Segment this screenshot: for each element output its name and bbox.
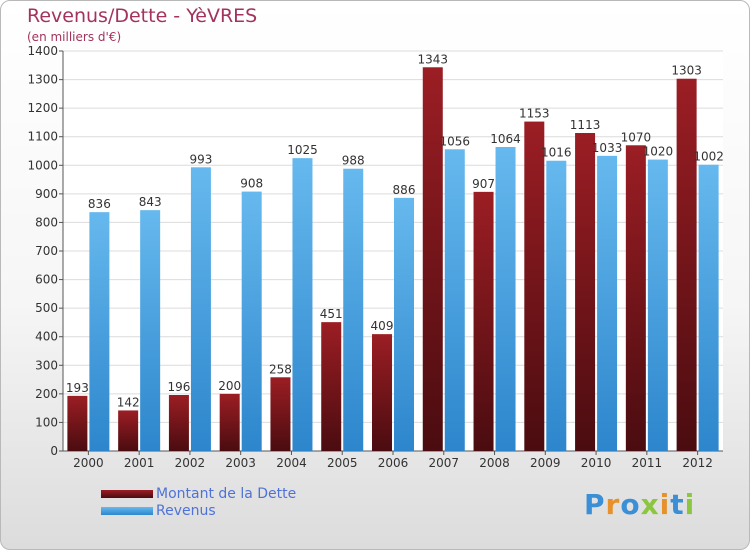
bar-revenus: [444, 149, 465, 452]
proxiti-logo: Proxiti: [584, 488, 696, 521]
chart-title: Revenus/Dette - YèVRES: [27, 5, 258, 27]
data-label-dette: 1303: [671, 64, 702, 78]
data-label-revenus: 1064: [490, 132, 521, 146]
data-label-dette: 907: [472, 177, 495, 191]
bar-dette: [372, 334, 392, 451]
x-tick-label: 2010: [581, 456, 612, 470]
data-label-revenus: 1033: [592, 141, 623, 155]
bar-dette: [676, 78, 697, 451]
bar-revenus: [343, 168, 364, 451]
data-label-dette: 451: [320, 307, 343, 321]
bar-revenus: [647, 159, 668, 452]
legend-swatch-dette: [101, 490, 153, 498]
legend-label-dette: Montant de la Dette: [156, 486, 297, 502]
bar-revenus: [495, 147, 516, 451]
x-tick-label: 2005: [327, 456, 358, 470]
data-label-revenus: 1002: [693, 150, 724, 164]
x-tick-label: 2008: [479, 456, 510, 470]
x-tick-label: 2007: [428, 456, 459, 470]
data-label-revenus: 886: [393, 183, 416, 197]
bar-dette: [524, 121, 545, 452]
data-label-revenus: 1016: [541, 146, 572, 160]
y-tick-label: 600: [35, 273, 58, 287]
bar-revenus: [190, 167, 211, 452]
x-tick-label: 2002: [175, 456, 206, 470]
y-tick-label: 1400: [27, 44, 58, 58]
y-tick-label: 100: [35, 415, 58, 429]
bar-revenus: [394, 197, 414, 451]
bar-dette: [321, 322, 342, 451]
bar-dette: [473, 191, 494, 451]
legend-swatch-revenus: [101, 507, 153, 515]
data-label-dette: 1070: [621, 130, 652, 144]
data-label-dette: 1343: [417, 52, 448, 66]
data-label-revenus: 843: [139, 195, 162, 209]
y-tick-label: 200: [35, 387, 58, 401]
legend-label-revenus: Revenus: [156, 503, 216, 519]
y-tick-label: 0: [50, 444, 58, 458]
y-tick-label: 1000: [27, 158, 58, 172]
bar-revenus: [546, 160, 567, 451]
bar-revenus: [241, 191, 262, 452]
bar-dette: [270, 377, 291, 451]
y-tick-label: 400: [35, 330, 58, 344]
bar-dette: [168, 395, 189, 451]
data-label-dette: 196: [167, 380, 190, 394]
x-tick-label: 2003: [225, 456, 256, 470]
x-tick-label: 2012: [682, 456, 713, 470]
data-label-revenus: 908: [240, 177, 263, 191]
bar-revenus: [292, 158, 313, 451]
y-tick-label: 900: [35, 187, 58, 201]
data-label-revenus: 1056: [439, 134, 470, 148]
x-tick-label: 2006: [378, 456, 409, 470]
data-label-revenus: 993: [189, 152, 212, 166]
bar-revenus: [140, 210, 161, 451]
bar-revenus: [698, 164, 719, 451]
data-label-dette: 1153: [519, 107, 550, 121]
data-label-dette: 193: [66, 381, 89, 395]
y-tick-label: 500: [35, 301, 58, 315]
data-label-dette: 1113: [570, 118, 601, 132]
x-tick-label: 2009: [530, 456, 561, 470]
bar-revenus: [89, 212, 110, 451]
data-label-revenus: 1025: [287, 143, 318, 157]
x-tick-label: 2001: [124, 456, 155, 470]
y-tick-label: 1100: [27, 130, 58, 144]
data-label-dette: 142: [117, 395, 140, 409]
y-tick-label: 1200: [27, 101, 58, 115]
y-tick-label: 800: [35, 215, 58, 229]
x-tick-label: 2011: [632, 456, 663, 470]
bar-dette: [625, 145, 646, 452]
chart-subtitle: (en milliers d'€): [27, 30, 122, 44]
data-label-dette: 200: [218, 379, 241, 393]
bar-dette: [219, 393, 240, 451]
data-label-revenus: 836: [88, 197, 111, 211]
y-tick-label: 300: [35, 358, 58, 372]
data-label-revenus: 988: [342, 154, 365, 168]
data-label-dette: 409: [371, 319, 394, 333]
y-tick-label: 1300: [27, 73, 58, 87]
x-tick-label: 2000: [73, 456, 104, 470]
y-tick-label: 700: [35, 244, 58, 258]
bar-dette: [422, 67, 443, 452]
data-label-dette: 258: [269, 362, 292, 376]
bar-dette: [575, 133, 596, 451]
x-tick-label: 2004: [276, 456, 307, 470]
bar-dette: [118, 410, 139, 451]
bar-dette: [67, 395, 88, 451]
bar-revenus: [597, 155, 618, 451]
data-label-revenus: 1020: [643, 145, 674, 159]
